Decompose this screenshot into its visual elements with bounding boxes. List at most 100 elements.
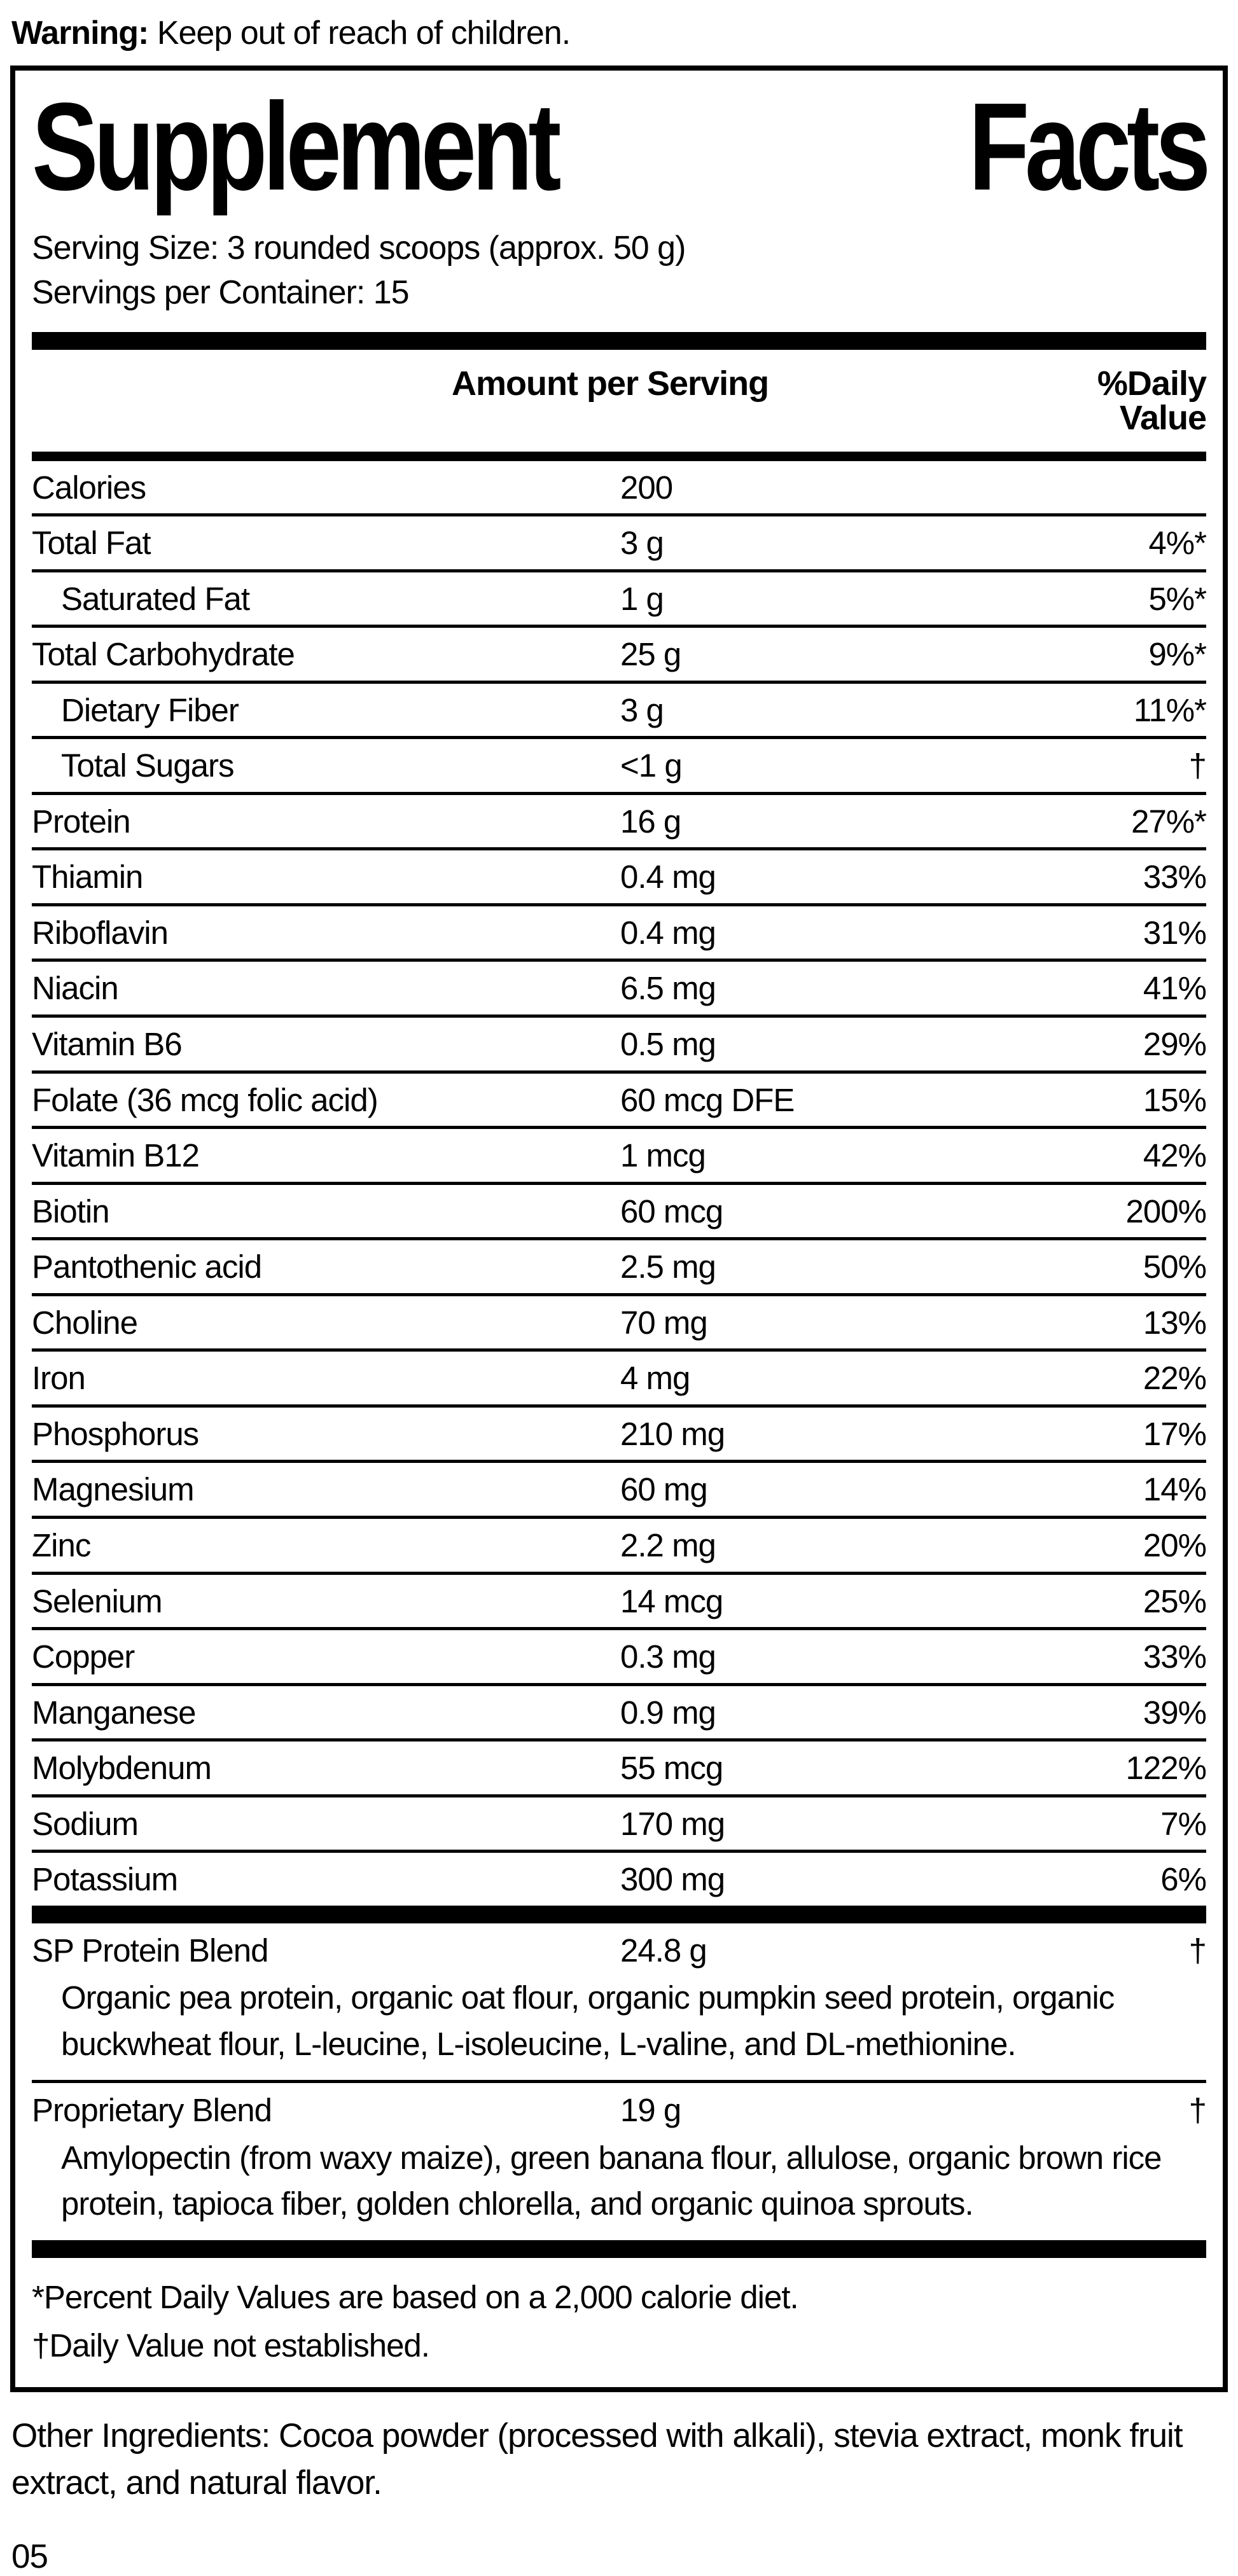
nutrient-name: Selenium bbox=[32, 1582, 163, 1619]
row-zinc: Zinc 2.2 mg 20% bbox=[32, 1515, 1207, 1572]
nutrient-name: Vitamin B12 bbox=[32, 1137, 200, 1174]
nutrient-name: Copper bbox=[32, 1638, 135, 1675]
nutrient-amount: 4 mg bbox=[620, 1360, 690, 1397]
nutrient-dv: 14% bbox=[1143, 1471, 1207, 1508]
nutrient-name: Iron bbox=[32, 1360, 86, 1397]
divider-bar-blends bbox=[32, 1905, 1206, 1923]
nutrient-dv: 31% bbox=[1143, 914, 1207, 951]
divider-bar-header bbox=[32, 451, 1206, 461]
nutrient-amount: 3 g bbox=[620, 691, 664, 728]
row-pantothenic-acid: Pantothenic acid 2.5 mg 50% bbox=[32, 1237, 1207, 1293]
nutrient-dv: 33% bbox=[1143, 859, 1207, 896]
blend-dv: † bbox=[1188, 2092, 1207, 2129]
nutrient-dv: 33% bbox=[1143, 1638, 1207, 1675]
row-vitamin-b6: Vitamin B6 0.5 mg 29% bbox=[32, 1014, 1207, 1070]
nutrient-dv: 20% bbox=[1143, 1527, 1207, 1563]
nutrient-name: Sodium bbox=[32, 1805, 139, 1842]
nutrient-amount: 0.9 mg bbox=[620, 1694, 716, 1731]
nutrient-dv: † bbox=[1188, 747, 1207, 784]
row-choline: Choline 70 mg 13% bbox=[32, 1292, 1207, 1349]
row-copper: Copper 0.3 mg 33% bbox=[32, 1627, 1207, 1683]
nutrient-dv: 5%* bbox=[1148, 580, 1207, 617]
column-header-row: Amount per Serving %Daily Value bbox=[32, 350, 1207, 449]
nutrient-amount: <1 g bbox=[620, 747, 683, 784]
nutrient-amount: 0.4 mg bbox=[620, 859, 716, 896]
nutrient-dv: 11%* bbox=[1133, 691, 1207, 728]
nutrient-name: Manganese bbox=[32, 1694, 197, 1731]
nutrient-dv: 6% bbox=[1160, 1861, 1207, 1898]
row-saturated-fat: Saturated Fat 1 g 5%* bbox=[32, 569, 1207, 625]
row-sp-protein-blend: SP Protein Blend 24.8 g † bbox=[32, 1923, 1207, 1972]
nutrient-name: Magnesium bbox=[32, 1471, 195, 1508]
nutrient-name: Niacin bbox=[32, 970, 119, 1007]
row-manganese: Manganese 0.9 mg 39% bbox=[32, 1682, 1207, 1739]
nutrient-name: Choline bbox=[32, 1304, 138, 1341]
supplement-facts-panel: Supplement Facts Serving Size: 3 rounded… bbox=[10, 66, 1228, 2392]
footnote-daily-values: *Percent Daily Values are based on a 2,0… bbox=[32, 2278, 799, 2315]
nutrient-name: Phosphorus bbox=[32, 1415, 199, 1452]
nutrient-amount: 55 mcg bbox=[620, 1750, 723, 1787]
footnote-dagger: †Daily Value not established. bbox=[32, 2327, 430, 2364]
nutrient-dv: 29% bbox=[1143, 1026, 1207, 1063]
nutrient-dv: 122% bbox=[1125, 1750, 1207, 1787]
nutrient-name: Protein bbox=[32, 803, 131, 840]
divider-bar-footnotes bbox=[32, 2240, 1206, 2258]
nutrient-amount: 200 bbox=[620, 469, 673, 506]
row-folate: Folate (36 mcg folic acid) 60 mcg DFE 15… bbox=[32, 1070, 1207, 1126]
nutrient-dv: 9%* bbox=[1148, 636, 1207, 673]
nutrient-name: Thiamin bbox=[32, 859, 143, 896]
serving-size: Serving Size: 3 rounded scoops (approx. … bbox=[32, 230, 686, 267]
nutrient-dv: 22% bbox=[1143, 1360, 1207, 1397]
header-daily-value: %Daily Value bbox=[1097, 364, 1207, 437]
nutrient-name: Potassium bbox=[32, 1861, 178, 1898]
panel-title: Supplement Facts bbox=[32, 71, 1211, 226]
nutrient-dv: 13% bbox=[1143, 1304, 1207, 1341]
row-dietary-fiber: Dietary Fiber 3 g 11%* bbox=[32, 680, 1207, 737]
nutrient-amount: 0.5 mg bbox=[620, 1026, 716, 1063]
blend-dv: † bbox=[1188, 1932, 1207, 1969]
title-word-supplement: Supplement bbox=[32, 77, 562, 217]
row-riboflavin: Riboflavin 0.4 mg 31% bbox=[32, 903, 1207, 959]
nutrient-dv bbox=[1022, 471, 1206, 505]
header-spacer bbox=[32, 366, 452, 435]
nutrient-dv: 25% bbox=[1143, 1582, 1207, 1619]
row-iron: Iron 4 mg 22% bbox=[32, 1348, 1207, 1404]
serving-info: Serving Size: 3 rounded scoops (approx. … bbox=[32, 226, 1206, 315]
blend-amount: 19 g bbox=[620, 2092, 681, 2129]
nutrient-dv: 4%* bbox=[1148, 525, 1207, 562]
row-proprietary-blend: Proprietary Blend 19 g † bbox=[32, 2080, 1207, 2131]
nutrient-dv: 15% bbox=[1143, 1081, 1207, 1118]
warning-body: Keep out of reach of children. bbox=[148, 15, 571, 52]
nutrient-amount: 14 mcg bbox=[620, 1582, 723, 1619]
nutrient-dv: 200% bbox=[1125, 1193, 1207, 1229]
nutrient-amount: 60 mg bbox=[620, 1471, 708, 1508]
nutrient-amount: 1 g bbox=[620, 580, 664, 617]
row-protein: Protein 16 g 27%* bbox=[32, 791, 1207, 848]
nutrient-amount: 0.4 mg bbox=[620, 914, 716, 951]
row-phosphorus: Phosphorus 210 mg 17% bbox=[32, 1404, 1207, 1460]
nutrient-dv: 27%* bbox=[1131, 803, 1207, 840]
nutrient-amount: 210 mg bbox=[620, 1415, 725, 1452]
warning-label: Warning: bbox=[11, 15, 149, 52]
nutrient-dv: 7% bbox=[1160, 1805, 1207, 1842]
divider-bar-top bbox=[32, 331, 1206, 350]
sp-protein-blend-ingredients: Organic pea protein, organic oat flour, … bbox=[61, 1979, 1115, 2062]
nutrient-dv: 39% bbox=[1143, 1694, 1207, 1731]
other-ingredients: Other Ingredients: Cocoa powder (process… bbox=[11, 2416, 1183, 2502]
nutrient-amount: 0.3 mg bbox=[620, 1638, 716, 1675]
nutrient-amount: 16 g bbox=[620, 803, 681, 840]
nutrient-amount: 1 mcg bbox=[620, 1137, 706, 1174]
nutrient-name: Saturated Fat bbox=[61, 580, 250, 617]
row-vitamin-b12: Vitamin B12 1 mcg 42% bbox=[32, 1126, 1207, 1182]
row-molybdenum: Molybdenum 55 mcg 122% bbox=[32, 1738, 1207, 1794]
row-potassium: Potassium 300 mg 6% bbox=[32, 1850, 1207, 1906]
row-magnesium: Magnesium 60 mg 14% bbox=[32, 1460, 1207, 1516]
nutrient-dv: 50% bbox=[1143, 1249, 1207, 1285]
row-thiamin: Thiamin 0.4 mg 33% bbox=[32, 847, 1207, 903]
nutrient-name: Biotin bbox=[32, 1193, 110, 1229]
blend-name: SP Protein Blend bbox=[32, 1932, 268, 1969]
page-number: 05 bbox=[11, 2537, 48, 2575]
nutrient-name: Folate (36 mcg folic acid) bbox=[32, 1081, 379, 1118]
nutrient-name: Dietary Fiber bbox=[61, 691, 239, 728]
warning-text: Warning: Keep out of reach of children. bbox=[0, 0, 1238, 66]
